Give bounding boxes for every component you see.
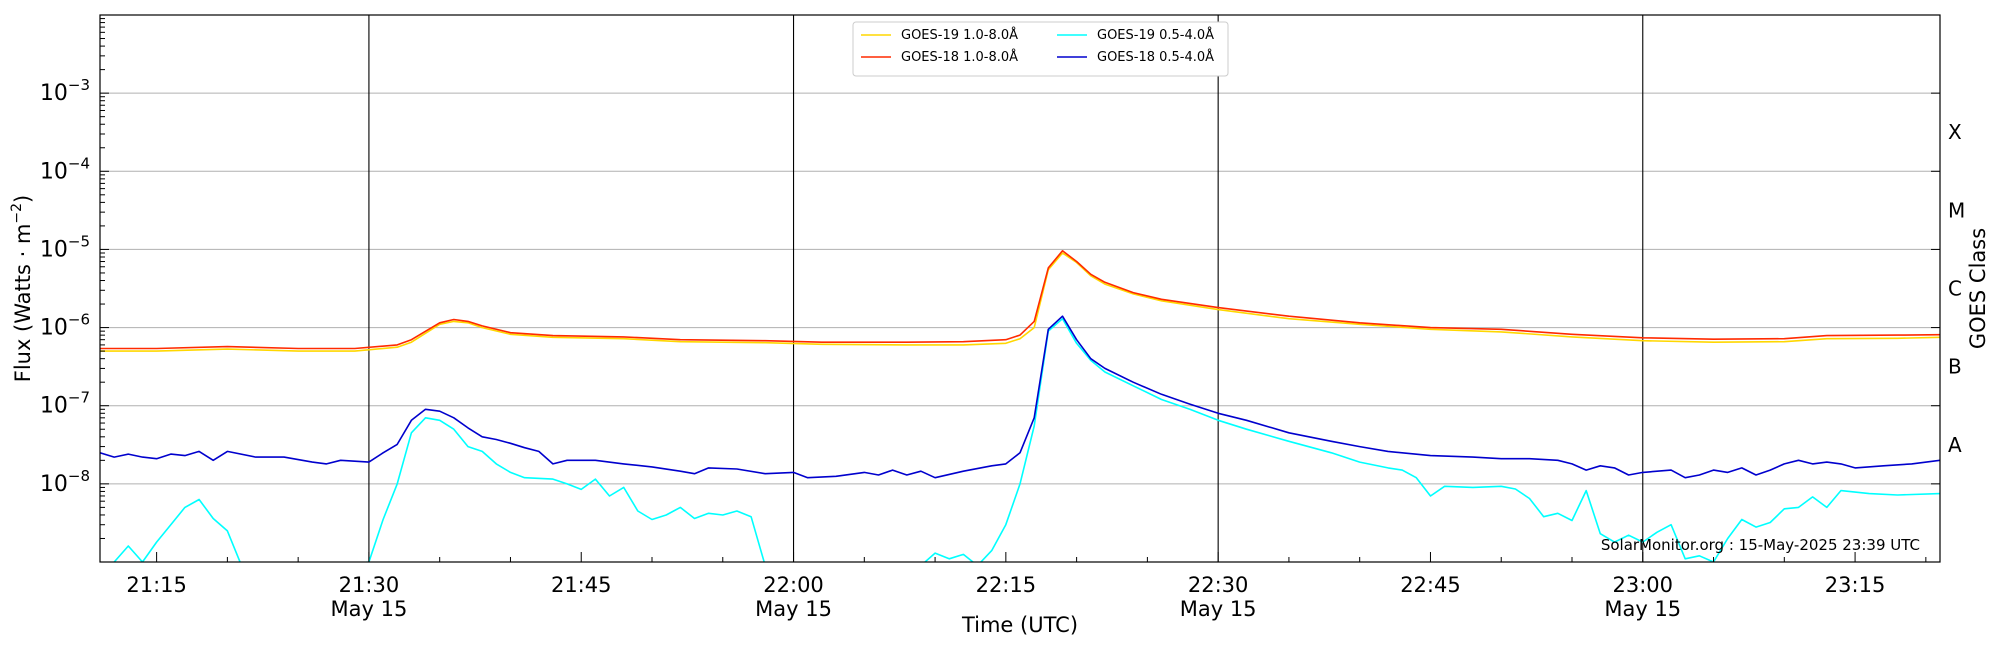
legend-label: GOES-19 1.0-8.0Å bbox=[901, 27, 1018, 43]
goes-class-label: C bbox=[1948, 277, 1962, 301]
y-tick-label: 10−6 bbox=[40, 311, 90, 341]
legend-label: GOES-18 1.0-8.0Å bbox=[901, 49, 1018, 65]
x-tick-label: 23:00 bbox=[1613, 573, 1674, 597]
y-tick-label: 10−4 bbox=[40, 154, 90, 184]
plot-frame bbox=[99, 14, 1941, 563]
y-axis-title: Flux (Watts · m−2) bbox=[9, 195, 35, 383]
goes-class-label: M bbox=[1948, 198, 1965, 222]
series-line-1 bbox=[100, 250, 1940, 350]
y2-axis-title: GOES Class bbox=[1966, 228, 1990, 349]
x-tick-label: 23:15 bbox=[1825, 573, 1886, 597]
x-tick-label: 22:30 bbox=[1188, 573, 1249, 597]
legend-label: GOES-19 0.5-4.0Å bbox=[1097, 27, 1214, 43]
legend-label: GOES-18 0.5-4.0Å bbox=[1097, 49, 1214, 65]
series-line-3 bbox=[100, 315, 1940, 479]
grid-lines bbox=[100, 92, 1940, 485]
y-tick-label: 10−7 bbox=[40, 389, 90, 419]
x-axis-title: Time (UTC) bbox=[961, 613, 1078, 637]
y-tick-label: 10−8 bbox=[40, 467, 90, 497]
x-tick-label: 21:45 bbox=[551, 573, 612, 597]
goes-class-label: X bbox=[1948, 120, 1962, 144]
legend: GOES-19 1.0-8.0Å GOES-18 1.0-8.0Å GOES-19 … bbox=[852, 21, 1229, 77]
y-tick-label: 10−3 bbox=[40, 76, 90, 106]
axis-ticks bbox=[100, 14, 1940, 563]
x-tick-label: 21:15 bbox=[126, 573, 187, 597]
series-line-0 bbox=[100, 252, 1940, 352]
series-lines bbox=[100, 250, 1940, 562]
x-tick-label: 22:00 bbox=[763, 573, 824, 597]
goes-class-label: A bbox=[1948, 433, 1962, 457]
goes-class-label: B bbox=[1948, 355, 1962, 379]
x-tick-date-label: May 15 bbox=[1604, 597, 1681, 621]
x-tick-date-label: May 15 bbox=[1180, 597, 1257, 621]
legend-box bbox=[852, 21, 1229, 77]
source-annotation: SolarMonitor.org : 15-May-2025 23:39 UTC bbox=[1601, 536, 1920, 554]
x-tick-date-label: May 15 bbox=[755, 597, 832, 621]
x-tick-label: 22:15 bbox=[976, 573, 1037, 597]
x-tick-label: 22:45 bbox=[1400, 573, 1461, 597]
x-tick-label: 21:30 bbox=[339, 573, 400, 597]
series-line-2 bbox=[112, 317, 1940, 562]
x-tick-date-label: May 15 bbox=[331, 597, 408, 621]
y-tick-label: 10−5 bbox=[40, 232, 90, 262]
date-marker-lines bbox=[368, 15, 1644, 562]
